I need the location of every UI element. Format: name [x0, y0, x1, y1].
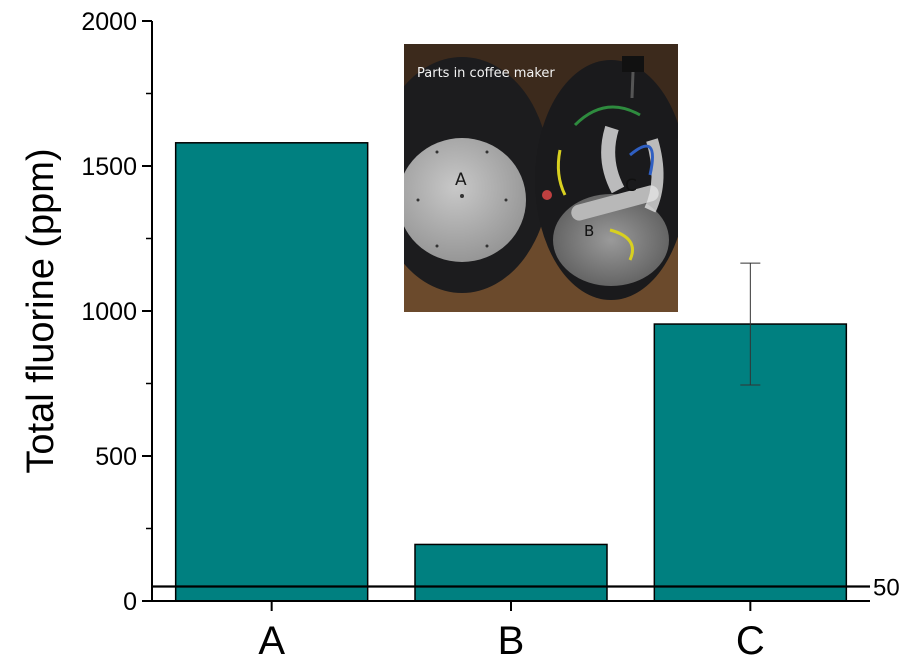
inset-label-c: C [625, 176, 637, 196]
y-tick-label-1500: 1500 [81, 153, 137, 181]
reference-line-label: 50 [873, 575, 900, 602]
y-tick-label-1000: 1000 [81, 298, 137, 326]
bar-a [174, 142, 369, 602]
y-tick-label-2000: 2000 [81, 8, 137, 36]
inset-caption: Parts in coffee maker [417, 66, 555, 81]
y-axis-label: Total fluorine (ppm) [20, 148, 62, 473]
y-tick-label-0: 0 [123, 588, 137, 616]
heating-plate-a [404, 138, 526, 262]
x-tick-label-a: A [258, 619, 285, 659]
tube-c [601, 125, 625, 194]
inset-photo: Parts in coffee maker A B C [404, 44, 678, 312]
inset-label-b: B [584, 222, 594, 240]
x-tick-label-b: B [498, 619, 525, 659]
bars-layer [174, 142, 848, 602]
y-tick-label-500: 500 [95, 443, 137, 471]
bar-b [414, 543, 608, 602]
reference-line-layer: 50 [152, 575, 900, 602]
inset-label-a: A [455, 170, 467, 190]
ticks-layer: 0 500 1000 1500 2000 A B C [81, 8, 764, 659]
x-tick-label-c: C [736, 619, 765, 659]
